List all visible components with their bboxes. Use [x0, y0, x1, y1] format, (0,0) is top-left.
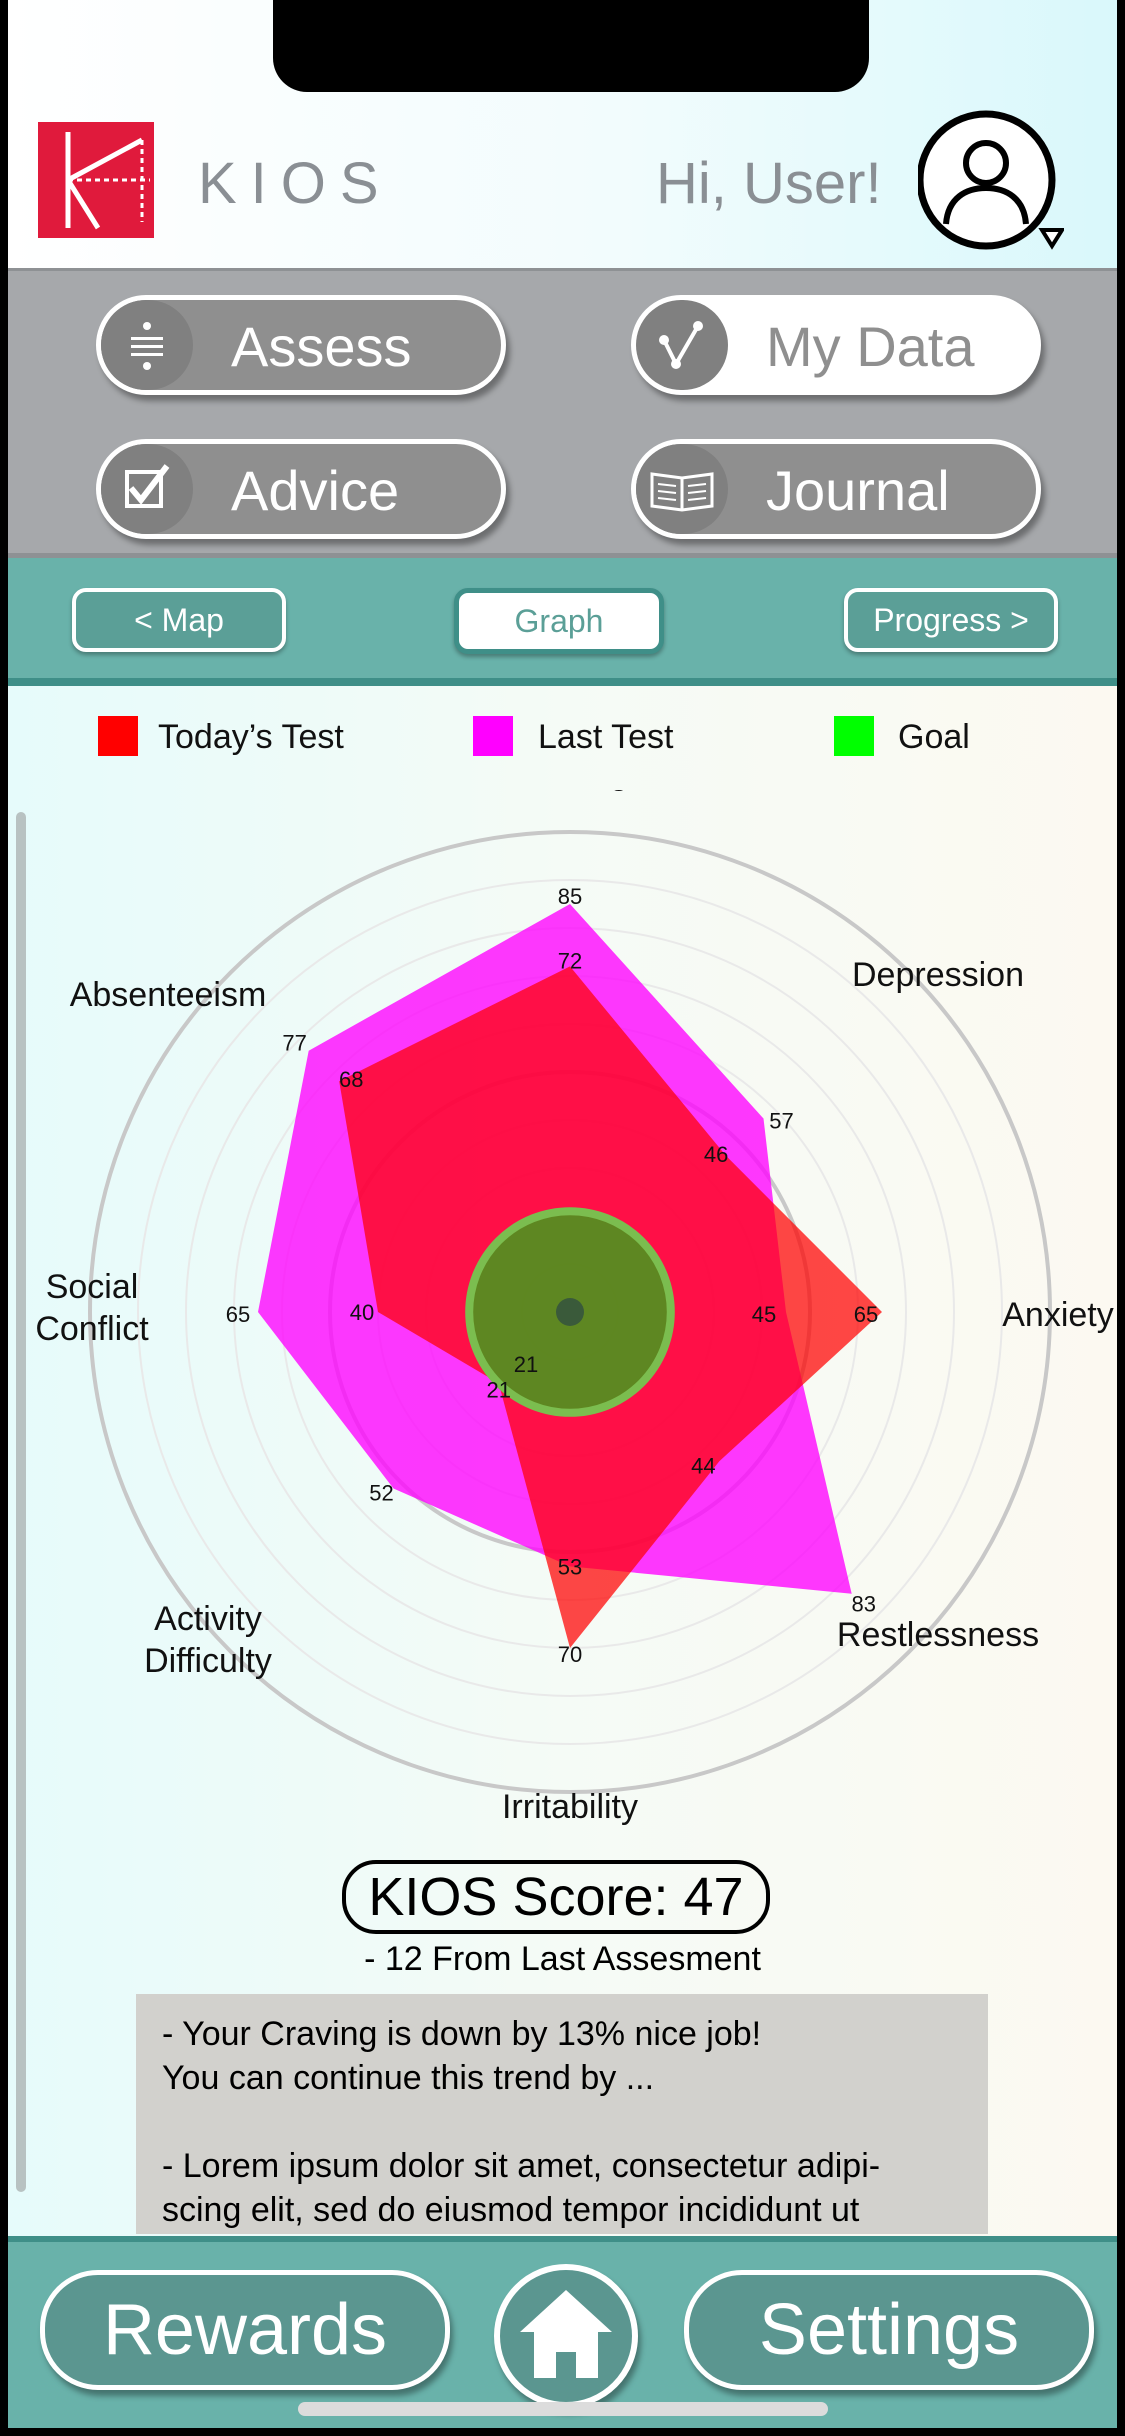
advice-label: Advice	[231, 459, 400, 522]
data-label: 68	[339, 1067, 363, 1092]
main-menu: Assess My Data Advice	[8, 268, 1117, 561]
axis-label: Irritability	[502, 1788, 638, 1826]
tab-progress[interactable]: Progress >	[844, 588, 1058, 652]
data-label: 83	[851, 1592, 875, 1617]
brand-name: KIOS	[198, 151, 393, 216]
assess-icon-holder	[101, 300, 193, 390]
app-screen: KIOS Hi, User! Assess	[8, 0, 1117, 2428]
axis-label: Depression	[852, 956, 1024, 994]
divide-icon	[131, 322, 163, 370]
device-notch	[273, 0, 869, 92]
axis-label: Activity Difficulty	[144, 1600, 272, 1680]
checkbox-icon	[125, 464, 170, 508]
advice-line: You can continue this trend by ...	[162, 2059, 655, 2097]
data-label: 65	[226, 1302, 250, 1327]
score-delta: - 12 From Last Assesment	[364, 1940, 761, 1978]
my-data-icon-holder	[636, 300, 728, 390]
advice-line: scing elit, sed do eiusmod tempor incidi…	[162, 2191, 860, 2229]
data-label: 40	[350, 1300, 374, 1325]
legend-today-label: Today’s Test	[158, 718, 344, 756]
data-label: 72	[558, 948, 582, 973]
axis-label: Restlessness	[837, 1616, 1039, 1654]
data-label: 53	[558, 1554, 582, 1579]
greeting-text: Hi, User!	[656, 151, 882, 216]
advice-button[interactable]: Advice	[96, 439, 506, 539]
home-button[interactable]	[494, 2264, 638, 2408]
radar-center-dot	[556, 1298, 584, 1326]
advice-spacer	[162, 2100, 962, 2144]
assess-label: Assess	[231, 315, 412, 378]
chart-check-icon	[659, 321, 703, 369]
data-label: 52	[369, 1480, 393, 1505]
legend-goal-label: Goal	[898, 718, 970, 756]
journal-icon-holder	[636, 444, 728, 534]
data-label: 77	[282, 1031, 306, 1056]
data-label: 85	[558, 884, 582, 909]
data-label: 57	[769, 1109, 793, 1134]
user-avatar-icon[interactable]	[918, 108, 1064, 254]
home-icon	[520, 2290, 612, 2378]
scrollbar[interactable]	[16, 812, 26, 2192]
data-label: 45	[752, 1302, 776, 1327]
data-label: 44	[691, 1453, 715, 1478]
advice-line: - Lorem ipsum dolor sit amet, consectetu…	[162, 2147, 881, 2185]
legend-swatch-today	[98, 716, 138, 756]
rewards-button[interactable]: Rewards	[40, 2270, 450, 2390]
radar-chart: 85 57 45 83 53 52 65 77 72 46 65 44 70 21 40 68 21 Cravin…	[35, 790, 1114, 1826]
legend-last-label: Last Test	[538, 718, 674, 756]
tab-graph[interactable]: Graph	[454, 588, 664, 654]
axis-label: Absenteeism	[70, 976, 267, 1014]
my-data-label: My Data	[766, 315, 975, 378]
axis-label: Anxiety	[1002, 1296, 1114, 1334]
data-label: 70	[558, 1642, 582, 1667]
axis-label: Social Conflict	[35, 1268, 149, 1348]
data-label: 21	[486, 1377, 510, 1402]
journal-button[interactable]: Journal	[631, 439, 1041, 539]
home-indicator	[298, 2402, 828, 2416]
legend-swatch-last	[473, 716, 513, 756]
my-data-button[interactable]: My Data	[631, 295, 1041, 395]
legend-swatch-goal	[834, 716, 874, 756]
axis-label: Craving	[511, 790, 628, 792]
kios-score: KIOS Score: 47	[342, 1860, 770, 1934]
assess-button[interactable]: Assess	[96, 295, 506, 395]
data-label: 46	[704, 1142, 728, 1167]
kios-logo	[38, 122, 154, 238]
view-tabs: < Map Graph Progress >	[8, 558, 1117, 686]
chart-legend: Today’s Test Last Test Goal	[8, 700, 1117, 760]
advice-panel: - Your Craving is down by 13% nice job! …	[136, 1994, 988, 2234]
tab-map[interactable]: < Map	[72, 588, 286, 652]
radar-grid-ring	[137, 879, 1003, 1745]
footer-nav: Rewards Settings	[8, 2236, 1117, 2428]
radar-grid-ring	[88, 830, 1052, 1794]
advice-line: - Your Craving is down by 13% nice job!	[162, 2015, 762, 2053]
advice-icon-holder	[101, 444, 193, 534]
journal-label: Journal	[766, 459, 950, 522]
settings-button[interactable]: Settings	[684, 2270, 1094, 2390]
data-label-goal: 21	[514, 1352, 538, 1377]
data-label: 65	[854, 1302, 878, 1327]
open-book-icon	[650, 472, 714, 512]
